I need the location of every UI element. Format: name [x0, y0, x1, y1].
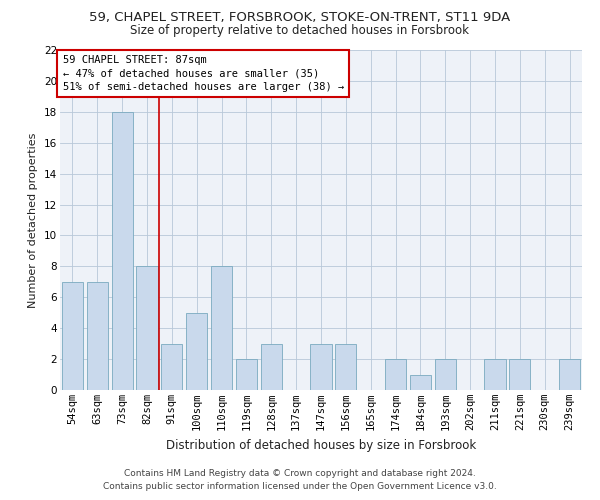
Bar: [484, 359, 506, 390]
Bar: [186, 312, 207, 390]
Bar: [509, 359, 530, 390]
X-axis label: Distribution of detached houses by size in Forsbrook: Distribution of detached houses by size …: [166, 438, 476, 452]
Bar: [211, 266, 232, 390]
Bar: [236, 359, 257, 390]
Bar: [161, 344, 182, 390]
Bar: [385, 359, 406, 390]
Bar: [62, 282, 83, 390]
Text: 59, CHAPEL STREET, FORSBROOK, STOKE-ON-TRENT, ST11 9DA: 59, CHAPEL STREET, FORSBROOK, STOKE-ON-T…: [89, 11, 511, 24]
Bar: [310, 344, 332, 390]
Text: 59 CHAPEL STREET: 87sqm
← 47% of detached houses are smaller (35)
51% of semi-de: 59 CHAPEL STREET: 87sqm ← 47% of detache…: [62, 55, 344, 92]
Bar: [410, 374, 431, 390]
Bar: [261, 344, 282, 390]
Bar: [335, 344, 356, 390]
Bar: [112, 112, 133, 390]
Bar: [136, 266, 158, 390]
Text: Size of property relative to detached houses in Forsbrook: Size of property relative to detached ho…: [131, 24, 470, 37]
Bar: [87, 282, 108, 390]
Bar: [559, 359, 580, 390]
Y-axis label: Number of detached properties: Number of detached properties: [28, 132, 38, 308]
Bar: [435, 359, 456, 390]
Text: Contains HM Land Registry data © Crown copyright and database right 2024.
Contai: Contains HM Land Registry data © Crown c…: [103, 470, 497, 491]
